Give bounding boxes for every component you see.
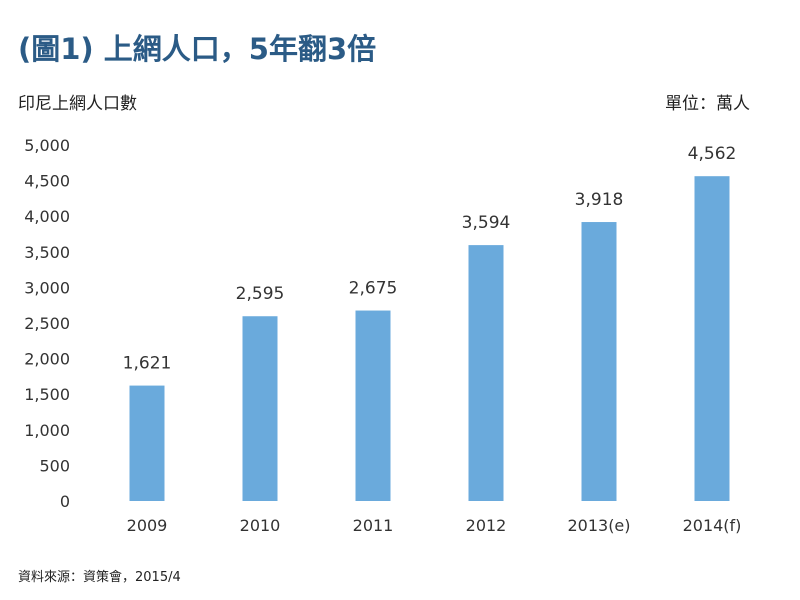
y-tick-label: 4,000: [24, 207, 70, 226]
data-label: 2,595: [236, 284, 285, 304]
bar-2014(f): [694, 176, 730, 501]
x-tick-label: 2009: [127, 516, 168, 535]
bar-2012: [468, 245, 504, 501]
x-tick-label: 2010: [240, 516, 281, 535]
y-tick-label: 2,500: [24, 314, 70, 333]
bar-2010: [242, 316, 278, 501]
y-axis-label: 印尼上網人口數: [18, 94, 137, 114]
y-tick-label: 500: [39, 456, 70, 475]
data-label: 4,562: [688, 144, 737, 164]
y-tick-label: 5,000: [24, 136, 70, 155]
y-tick-label: 4,500: [24, 172, 70, 191]
x-tick-label: 2012: [466, 516, 507, 535]
y-tick-label: 0: [60, 492, 70, 511]
y-tick-label: 3,000: [24, 278, 70, 297]
source-note: 資料來源：資策會，2015/4: [18, 570, 181, 585]
y-tick-label: 1,000: [24, 421, 70, 440]
x-tick-label: 2014(f): [683, 516, 742, 535]
y-tick-label: 2,000: [24, 350, 70, 369]
x-tick-label: 2011: [353, 516, 394, 535]
data-label: 3,918: [575, 190, 624, 210]
unit-label: 單位：萬人: [665, 94, 750, 114]
chart-title: (圖1) 上網人口，5年翻3倍: [18, 32, 377, 66]
data-label: 1,621: [123, 354, 172, 374]
x-tick-label: 2013(e): [567, 516, 630, 535]
bar-2013(e): [581, 222, 617, 502]
bar-2011: [355, 310, 391, 501]
bar-2009: [129, 385, 165, 501]
y-tick-label: 3,500: [24, 243, 70, 262]
y-tick-label: 1,500: [24, 385, 70, 404]
data-label: 3,594: [462, 213, 511, 233]
data-label: 2,675: [349, 279, 398, 299]
